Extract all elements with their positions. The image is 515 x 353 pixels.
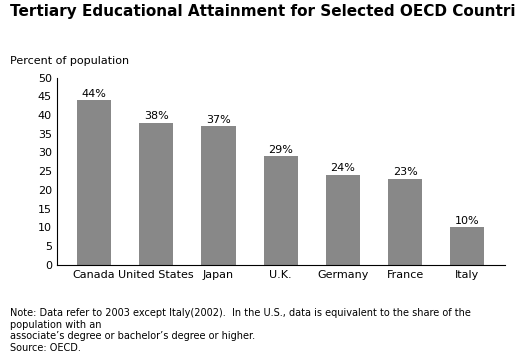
Text: 29%: 29% [268, 145, 293, 155]
Text: 44%: 44% [82, 89, 107, 98]
Text: Note: Data refer to 2003 except Italy(2002).  In the U.S., data is equivalent to: Note: Data refer to 2003 except Italy(20… [10, 308, 471, 353]
Text: Tertiary Educational Attainment for Selected OECD Countries: Tertiary Educational Attainment for Sele… [10, 4, 515, 18]
Text: 23%: 23% [392, 167, 418, 177]
Bar [77, 100, 111, 265]
Text: 10%: 10% [455, 216, 479, 226]
Bar [201, 126, 235, 265]
Text: 38%: 38% [144, 111, 169, 121]
Bar [450, 227, 484, 265]
Text: Percent of population: Percent of population [10, 56, 129, 66]
Bar [139, 122, 174, 265]
Bar [388, 179, 422, 265]
Text: 37%: 37% [206, 115, 231, 125]
Text: 24%: 24% [331, 163, 355, 173]
Bar [264, 156, 298, 265]
Bar [326, 175, 360, 265]
